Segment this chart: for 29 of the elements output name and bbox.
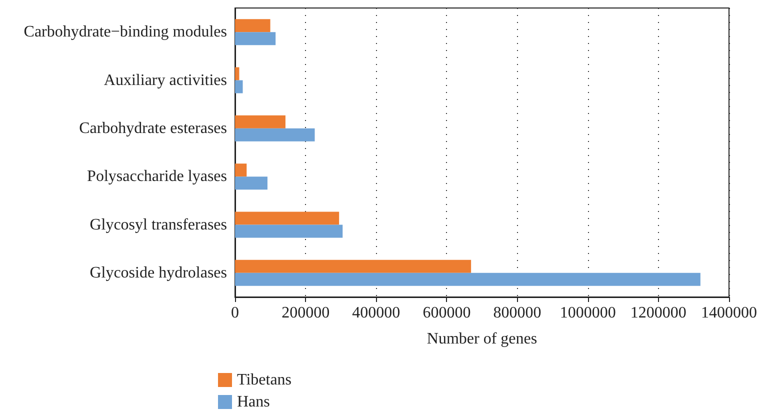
x-axis-title: Number of genes: [426, 330, 538, 348]
y-tick-label: Glycosyl transferases: [90, 216, 227, 234]
y-tick-label: Polysaccharide lyases: [87, 168, 227, 186]
bar: [235, 176, 268, 190]
x-tick-label: 200000: [282, 304, 330, 322]
bar: [235, 164, 247, 177]
bar: [235, 67, 240, 80]
y-tick-label: Glycoside hydrolases: [90, 264, 227, 282]
x-tick-label: 1200000: [630, 304, 686, 322]
bar: [235, 32, 276, 46]
bar: [235, 115, 286, 128]
bar: [235, 224, 343, 238]
bar: [235, 212, 340, 225]
bar: [235, 19, 270, 32]
x-tick-label: 1000000: [560, 304, 616, 322]
x-tick-label: 1400000: [701, 304, 757, 322]
x-tick-label: 800000: [493, 304, 542, 322]
x-tick-label: 0: [231, 304, 239, 322]
bar: [235, 128, 315, 142]
y-tick-label: Auxiliary activities: [104, 72, 227, 89]
x-tick-label: 400000: [352, 304, 400, 322]
legend-label: Tibetans: [237, 372, 292, 388]
y-tick-label: Carbohydrate−binding modules: [24, 24, 227, 41]
x-tick-label: 600000: [422, 304, 471, 322]
bar: [235, 272, 700, 286]
bar: [235, 80, 243, 94]
bar: [235, 260, 472, 273]
legend-label: Hans: [237, 394, 270, 410]
y-tick-label: Carbohydrate esterases: [79, 120, 227, 137]
